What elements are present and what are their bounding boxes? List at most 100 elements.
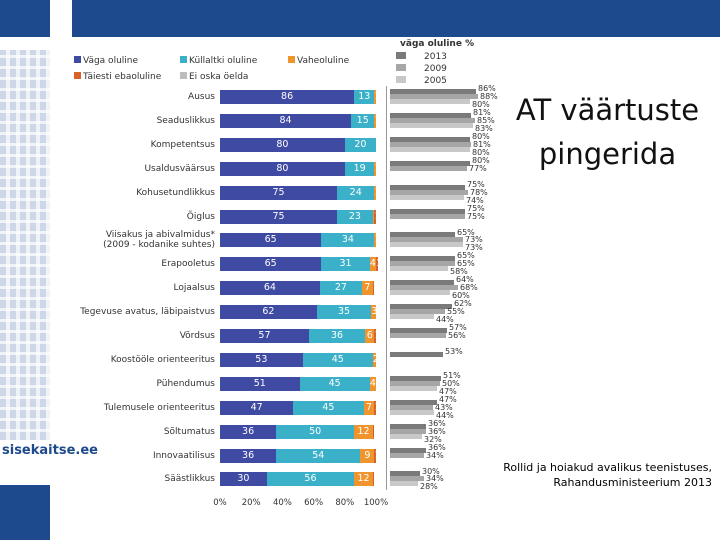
legend-swatch — [74, 56, 81, 63]
year-bar — [390, 256, 455, 262]
category-label: Kohusetundlikkus — [136, 187, 215, 198]
year-bar — [390, 423, 426, 429]
year-bar — [390, 314, 434, 320]
year-bar — [390, 290, 450, 296]
bar-segment: 12 — [354, 472, 373, 487]
year-value: 30% — [422, 466, 440, 476]
bar-segment: 45 — [293, 400, 364, 415]
year-bar — [390, 351, 443, 357]
year-bar — [390, 409, 434, 415]
year-value: 44% — [436, 410, 454, 420]
category-label: Viisakus ja abivalmidus* (2009 - kodanike… — [103, 230, 215, 251]
bar-segment: 34 — [321, 233, 375, 248]
year-value: 68% — [460, 283, 478, 293]
x-tick-label: 100% — [363, 498, 389, 508]
bar-segment: 19 — [344, 161, 375, 176]
legend-item: 2009 — [396, 64, 447, 74]
year-value: 88% — [480, 92, 498, 102]
category-label: Seaduslikkus — [156, 115, 215, 126]
year-value: 81% — [473, 139, 491, 149]
year-bar — [390, 280, 454, 286]
legend-label: Vaheoluline — [297, 56, 350, 66]
year-value: 65% — [457, 259, 475, 269]
year-value: 65% — [457, 227, 475, 237]
bar-segment: 4 — [369, 376, 376, 391]
year-value: 75% — [467, 211, 485, 221]
x-tick-label: 0% — [213, 498, 227, 508]
bar-segment: 9 — [360, 448, 375, 463]
legend-item: 2005 — [396, 76, 447, 86]
x-tick-label: 40% — [272, 498, 292, 508]
legend-swatch — [396, 52, 406, 59]
category-label: Innovaatilisus — [152, 450, 215, 461]
year-value: 60% — [452, 291, 470, 301]
bar-segment: 23 — [337, 209, 373, 224]
year-bar — [390, 471, 420, 477]
bar-segment: 84 — [220, 113, 352, 128]
bar-segment: 80 — [220, 161, 345, 176]
bar-segment: 2 — [372, 352, 376, 367]
bar-segment: 12 — [354, 424, 373, 439]
category-label: Usaldusväärsus — [144, 163, 215, 174]
legend-label: Küllaltki oluline — [189, 56, 258, 66]
year-bar — [390, 208, 465, 214]
year-bar — [390, 266, 448, 272]
year-bar — [390, 481, 418, 487]
category-label: Tulemusele orienteeritus — [103, 402, 215, 413]
year-bar — [390, 452, 424, 458]
bar-segment: 1 — [374, 161, 376, 176]
year-value: 28% — [420, 482, 438, 492]
bar-segment: 51 — [220, 376, 300, 391]
source-note: Rollid ja hoiakud avalikus teenistuses, R… — [480, 460, 712, 490]
legend-item: Küllaltki oluline — [180, 56, 257, 66]
legend-swatch — [288, 56, 295, 63]
year-bar — [390, 112, 471, 118]
x-tick-label: 20% — [241, 498, 261, 508]
year-bar — [390, 165, 467, 171]
year-value: 43% — [435, 402, 453, 412]
bar-segment: 1 — [372, 209, 375, 224]
legend-item: 2013 — [396, 52, 447, 62]
bar-segment: 65 — [220, 257, 322, 272]
legend-label: 2009 — [424, 64, 447, 74]
bar-segment: 36 — [220, 448, 277, 463]
year-value: 34% — [426, 474, 444, 484]
year-bar — [390, 117, 475, 123]
bar-segment: 30 — [220, 472, 267, 487]
year-value: 73% — [465, 235, 483, 245]
year-bar — [390, 89, 476, 94]
year-value: 64% — [456, 275, 474, 285]
year-value: 57% — [449, 323, 467, 333]
panel-title: väga oluline % — [400, 39, 475, 49]
bar-segment: 56 — [266, 472, 355, 487]
bar-segment: 35 — [316, 305, 372, 320]
legend-label: Väga oluline — [83, 56, 139, 66]
bar-segment: 7 — [363, 400, 375, 415]
legend-item: Täiesti ebaoluline — [74, 72, 161, 82]
bar-segment: 1 — [374, 448, 376, 463]
bar-segment: 1 — [376, 257, 378, 272]
year-bar — [390, 136, 470, 142]
bar-segment: 75 — [220, 209, 337, 224]
bar-segment: 36 — [220, 424, 277, 439]
category-label: Sõltumatus — [163, 426, 215, 437]
bar-segment: 50 — [276, 424, 355, 439]
bar-segment: 1 — [372, 424, 375, 439]
year-bar — [390, 385, 437, 391]
legend-swatch — [396, 64, 406, 71]
site-logo-text: sisekaitse.ee — [2, 443, 98, 458]
year-bar — [390, 328, 447, 333]
legend-swatch — [180, 72, 187, 79]
year-value: 32% — [424, 434, 442, 444]
year-value: 56% — [448, 331, 466, 341]
bar-segment: 15 — [351, 113, 375, 128]
year-bar — [390, 333, 446, 338]
year-value: 34% — [426, 450, 444, 460]
category-label: Koostööle orienteeritus — [110, 354, 215, 365]
year-bar — [390, 160, 470, 166]
bar-segment: 3 — [371, 305, 376, 320]
year-bar — [390, 232, 455, 238]
year-bar — [390, 242, 463, 248]
category-label: Erapooletus — [161, 259, 215, 270]
legend-swatch — [180, 56, 187, 63]
